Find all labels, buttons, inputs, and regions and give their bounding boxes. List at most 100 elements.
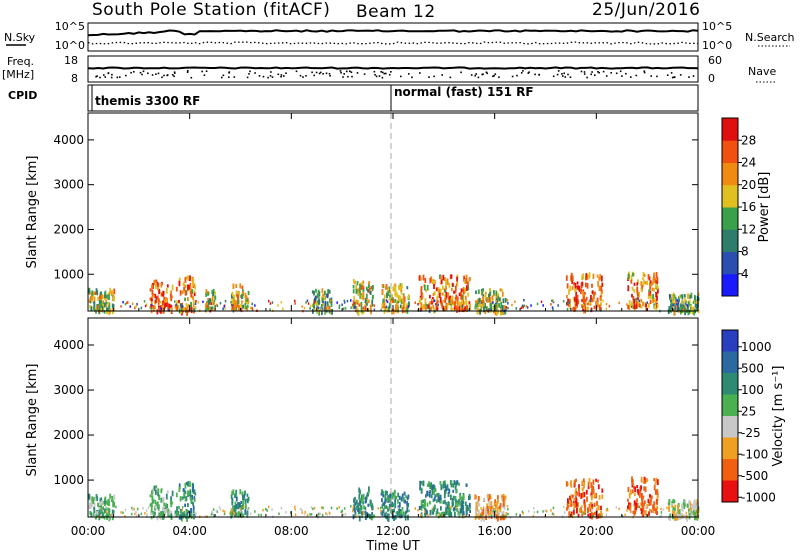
echo-cell <box>695 505 698 510</box>
echo-cell <box>677 304 680 310</box>
echo-cell <box>247 507 249 511</box>
echo-cell <box>397 300 399 304</box>
echo-cell <box>450 494 452 501</box>
echo-cell <box>505 514 507 518</box>
echo-cell <box>455 294 458 300</box>
echo-cell <box>515 307 518 310</box>
echo-cell <box>640 298 643 303</box>
echo-cell <box>431 299 433 305</box>
echo-cell <box>430 306 433 312</box>
station-title: South Pole Station (fitACF) <box>92 0 330 20</box>
echo-cell <box>215 509 218 512</box>
echo-cell <box>321 297 324 303</box>
echo-cell <box>358 493 361 500</box>
echo-cell <box>212 306 214 309</box>
echo-cell <box>233 301 235 304</box>
echo-cell <box>504 298 507 303</box>
echo-cell <box>501 304 504 310</box>
echo-cell <box>317 293 320 300</box>
echo-cell <box>354 301 356 307</box>
echo-cell <box>135 510 137 514</box>
echo-cell <box>168 509 171 516</box>
echo-cell <box>156 309 159 315</box>
echo-cell <box>490 501 493 505</box>
echo-cell <box>191 495 194 500</box>
echo-cell <box>359 284 361 290</box>
echo-cell <box>635 502 638 506</box>
echo-cell <box>575 492 577 497</box>
echo-cell <box>207 304 210 311</box>
echo-cell <box>182 306 184 311</box>
echo-cell <box>359 500 361 506</box>
echo-cell <box>395 304 397 309</box>
echo-cell <box>310 513 313 516</box>
echo-cell <box>454 486 457 490</box>
echo-cell <box>584 303 586 306</box>
echo-cell <box>402 305 405 309</box>
echo-cell <box>175 492 178 498</box>
echo-cell <box>231 490 234 496</box>
echo-cell <box>439 288 442 295</box>
echo-cell <box>504 309 507 315</box>
echo-cell <box>242 291 245 296</box>
echo-cell <box>328 309 331 314</box>
echo-cell <box>343 301 346 304</box>
echo-cell <box>633 298 635 304</box>
echo-cell <box>194 302 197 305</box>
echo-cell <box>692 309 694 315</box>
echo-cell <box>242 513 245 517</box>
echo-cell <box>445 506 448 511</box>
echo-cell <box>379 506 382 510</box>
echo-cell <box>505 308 507 312</box>
echo-cell <box>592 488 595 495</box>
echo-cell <box>444 480 446 484</box>
echo-cell <box>428 481 430 487</box>
echo-cell <box>536 510 539 514</box>
echo-cell <box>692 504 694 508</box>
echo-cell <box>440 506 442 511</box>
echo-cell <box>493 290 495 295</box>
echo-cell <box>581 513 584 517</box>
echo-cell <box>678 510 680 513</box>
echo-cell <box>338 506 340 509</box>
velocity-colorbar-tick-label: -25 <box>741 426 761 440</box>
echo-cell <box>618 301 620 305</box>
nave-point <box>110 76 113 79</box>
echo-cell <box>687 503 689 508</box>
nave-point <box>221 76 223 79</box>
power-colorbar-swatch <box>722 207 738 230</box>
echo-cell <box>363 505 365 510</box>
echo-cell <box>688 509 690 512</box>
echo-cell <box>570 503 573 507</box>
echo-cell <box>598 276 601 281</box>
freq-right-tick-top: 60 <box>708 54 722 67</box>
echo-cell <box>451 300 454 304</box>
echo-cell <box>591 283 593 288</box>
echo-cell <box>422 274 425 281</box>
nave-point <box>374 74 376 76</box>
echo-cell <box>181 302 183 306</box>
echo-cell <box>647 274 650 280</box>
echo-cell <box>640 305 643 309</box>
echo-cell <box>445 303 448 308</box>
echo-cell <box>422 480 425 487</box>
echo-cell <box>236 301 239 308</box>
echo-cell <box>151 284 153 289</box>
echo-cell <box>503 305 506 310</box>
echo-cell <box>165 299 168 303</box>
echo-cell <box>420 505 423 509</box>
nave-point <box>329 75 331 77</box>
y-tick-label: 1000 <box>53 473 84 487</box>
power-colorbar-swatch <box>722 140 738 163</box>
echo-cell <box>162 506 164 511</box>
echo-cell <box>585 489 588 495</box>
echo-cell <box>103 516 106 520</box>
echo-cell <box>596 297 599 302</box>
echo-cell <box>170 513 173 519</box>
echo-cell <box>653 507 656 512</box>
echo-cell <box>103 310 106 314</box>
echo-cell <box>280 301 283 304</box>
nave-point <box>173 75 175 78</box>
echo-cell <box>89 305 92 309</box>
echo-cell <box>483 497 485 502</box>
